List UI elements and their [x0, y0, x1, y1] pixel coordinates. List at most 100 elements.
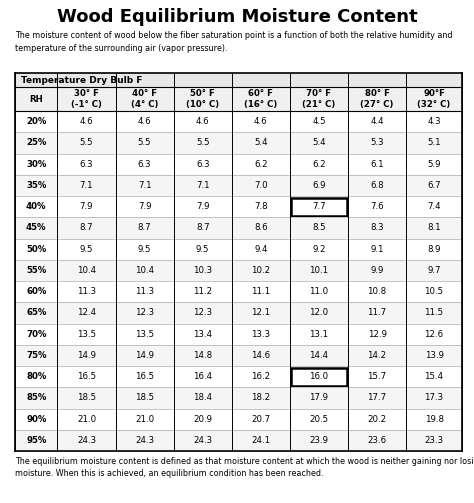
- Text: 7.1: 7.1: [196, 181, 210, 190]
- Text: 80° F
(27° C): 80° F (27° C): [360, 89, 394, 109]
- Text: 9.5: 9.5: [196, 244, 210, 254]
- Text: 5.4: 5.4: [254, 138, 268, 147]
- Text: 24.3: 24.3: [193, 436, 212, 445]
- Text: 50° F
(10° C): 50° F (10° C): [186, 89, 219, 109]
- Text: 20.9: 20.9: [193, 414, 212, 424]
- Text: 70° F
(21° C): 70° F (21° C): [302, 89, 336, 109]
- Bar: [15, 73, 462, 451]
- Text: 95%: 95%: [26, 436, 46, 445]
- Text: 7.1: 7.1: [138, 181, 151, 190]
- Text: 8.7: 8.7: [80, 223, 93, 232]
- Text: 9.4: 9.4: [254, 244, 268, 254]
- FancyBboxPatch shape: [292, 198, 346, 216]
- Text: 5.3: 5.3: [370, 138, 384, 147]
- Text: 55%: 55%: [26, 266, 46, 275]
- Text: 21.0: 21.0: [77, 414, 96, 424]
- Text: 17.7: 17.7: [367, 393, 387, 402]
- Text: Wood Equilibrium Moisture Content: Wood Equilibrium Moisture Content: [57, 8, 417, 26]
- Text: 10.8: 10.8: [367, 287, 387, 296]
- Text: 11.5: 11.5: [425, 308, 444, 317]
- Text: 12.0: 12.0: [310, 308, 328, 317]
- Bar: [15, 323, 462, 345]
- Text: 20.5: 20.5: [310, 414, 328, 424]
- Text: 30° F
(-1° C): 30° F (-1° C): [71, 89, 102, 109]
- Text: 14.8: 14.8: [193, 351, 212, 360]
- Text: 24.3: 24.3: [135, 436, 154, 445]
- Text: 16.5: 16.5: [77, 372, 96, 381]
- Bar: [15, 281, 462, 302]
- Text: 5.5: 5.5: [196, 138, 210, 147]
- Text: 11.1: 11.1: [251, 287, 270, 296]
- Text: 8.3: 8.3: [370, 223, 384, 232]
- Text: 45%: 45%: [26, 223, 46, 232]
- Text: 10.3: 10.3: [193, 266, 212, 275]
- Text: 60° F
(16° C): 60° F (16° C): [244, 89, 277, 109]
- Text: 6.8: 6.8: [370, 181, 384, 190]
- Text: 4.3: 4.3: [427, 117, 441, 126]
- Text: 17.3: 17.3: [425, 393, 444, 402]
- Text: 11.7: 11.7: [367, 308, 387, 317]
- Text: 21.0: 21.0: [135, 414, 154, 424]
- Bar: [15, 345, 462, 366]
- Bar: [15, 175, 462, 196]
- Text: 40° F
(4° C): 40° F (4° C): [131, 89, 158, 109]
- Text: 23.6: 23.6: [367, 436, 387, 445]
- Text: 6.7: 6.7: [427, 181, 441, 190]
- Text: 20.7: 20.7: [251, 414, 270, 424]
- Text: 18.4: 18.4: [193, 393, 212, 402]
- Text: The moisture content of wood below the fiber saturation point is a function of b: The moisture content of wood below the f…: [15, 31, 453, 52]
- Text: 80%: 80%: [26, 372, 46, 381]
- Text: 15.7: 15.7: [367, 372, 387, 381]
- Text: 5.5: 5.5: [138, 138, 151, 147]
- Text: 9.1: 9.1: [370, 244, 384, 254]
- Text: 10.2: 10.2: [251, 266, 270, 275]
- Text: 8.1: 8.1: [427, 223, 441, 232]
- Text: 50%: 50%: [26, 244, 46, 254]
- Text: 16.2: 16.2: [251, 372, 270, 381]
- Text: 14.2: 14.2: [367, 351, 387, 360]
- Text: 7.4: 7.4: [427, 202, 441, 211]
- Text: 7.6: 7.6: [370, 202, 384, 211]
- Text: 10.1: 10.1: [310, 266, 328, 275]
- Bar: [15, 87, 462, 111]
- Text: 7.9: 7.9: [138, 202, 151, 211]
- Text: 10.4: 10.4: [135, 266, 154, 275]
- Text: 9.7: 9.7: [428, 266, 441, 275]
- Text: 5.5: 5.5: [80, 138, 93, 147]
- Text: 11.0: 11.0: [310, 287, 328, 296]
- Text: 85%: 85%: [26, 393, 46, 402]
- Text: 14.6: 14.6: [251, 351, 270, 360]
- Text: 75%: 75%: [26, 351, 46, 360]
- Text: 24.1: 24.1: [251, 436, 270, 445]
- Text: 13.3: 13.3: [251, 329, 270, 339]
- Text: 18.5: 18.5: [77, 393, 96, 402]
- Text: 4.5: 4.5: [312, 117, 326, 126]
- Text: The equilibrium moisture content is defined as that moisture content at which th: The equilibrium moisture content is defi…: [15, 457, 474, 478]
- Text: 9.9: 9.9: [370, 266, 384, 275]
- Text: 8.5: 8.5: [312, 223, 326, 232]
- Bar: [15, 238, 462, 260]
- Text: 60%: 60%: [26, 287, 46, 296]
- Text: 5.9: 5.9: [428, 159, 441, 169]
- Text: 13.5: 13.5: [135, 329, 154, 339]
- Text: 23.3: 23.3: [425, 436, 444, 445]
- Text: 7.0: 7.0: [254, 181, 268, 190]
- Text: 6.2: 6.2: [254, 159, 268, 169]
- Text: 8.7: 8.7: [138, 223, 151, 232]
- Text: 19.8: 19.8: [425, 414, 444, 424]
- Bar: [15, 387, 462, 408]
- Text: 5.1: 5.1: [427, 138, 441, 147]
- Text: 24.3: 24.3: [77, 436, 96, 445]
- Text: 14.9: 14.9: [77, 351, 96, 360]
- Text: 18.2: 18.2: [251, 393, 270, 402]
- Text: 40%: 40%: [26, 202, 46, 211]
- Text: 9.5: 9.5: [138, 244, 151, 254]
- Text: 30%: 30%: [26, 159, 46, 169]
- Text: 12.3: 12.3: [193, 308, 212, 317]
- Text: 7.8: 7.8: [254, 202, 268, 211]
- Text: 14.9: 14.9: [135, 351, 154, 360]
- Text: 7.1: 7.1: [80, 181, 93, 190]
- Text: 12.9: 12.9: [367, 329, 387, 339]
- Text: 9.5: 9.5: [80, 244, 93, 254]
- Text: 7.9: 7.9: [80, 202, 93, 211]
